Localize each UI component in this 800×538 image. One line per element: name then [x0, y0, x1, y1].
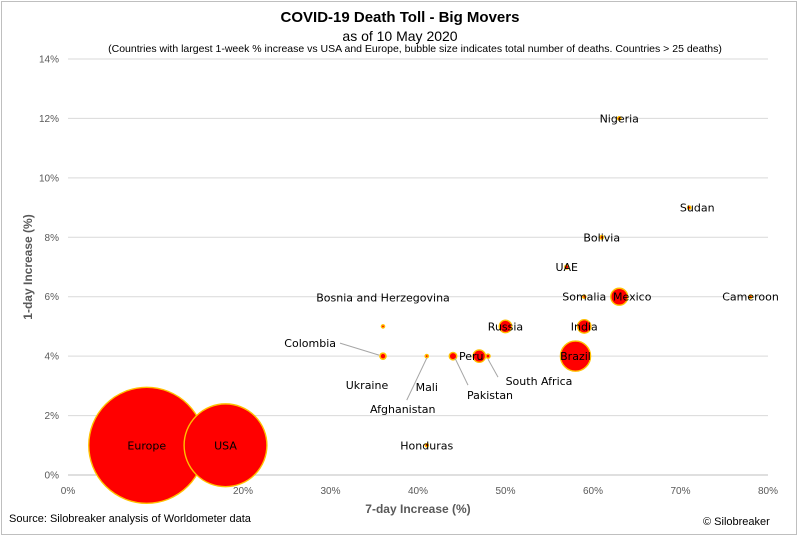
- bubble-mexico: [610, 287, 629, 306]
- point-label: Honduras: [400, 439, 453, 452]
- bubble-ukraine: [379, 352, 387, 360]
- point-label: Peru: [459, 350, 484, 363]
- y-tick-label: 12%: [39, 114, 59, 125]
- chart-note: (Countries with largest 1-week % increas…: [108, 43, 722, 55]
- point-label: Pakistan: [467, 389, 513, 402]
- x-tick-label: 30%: [320, 486, 340, 497]
- x-tick-label: 20%: [233, 486, 253, 497]
- point-label: USA: [214, 439, 237, 452]
- point-label: Ukraine: [346, 379, 389, 392]
- bubble-nigeria: [616, 116, 622, 121]
- source-note: Source: Silobreaker analysis of Worldome…: [9, 513, 251, 525]
- bubble-mali: [424, 353, 430, 359]
- leader-line: [339, 342, 380, 356]
- point-label: Colombia: [284, 337, 336, 350]
- bubble-india: [576, 319, 592, 334]
- y-tick-label: 6%: [45, 292, 60, 303]
- x-tick-label: 40%: [408, 486, 428, 497]
- y-tick-label: 0%: [45, 471, 60, 482]
- y-axis-title: 1-day Increase (%): [21, 214, 35, 319]
- point-label: Sudan: [680, 202, 715, 215]
- bubble-south-africa: [485, 353, 491, 359]
- y-axis-ticks: 0% 2% 4% 6% 8% 10% 12% 14%: [39, 55, 59, 482]
- leader-lines: [339, 342, 499, 401]
- bubble-bolivia: [599, 234, 605, 240]
- bubble-cameroon: [748, 294, 753, 300]
- bubble-bosnia-and-herzegovina: [380, 324, 386, 329]
- copyright-note: © Silobreaker: [703, 516, 770, 528]
- point-label: Somalia: [562, 291, 606, 304]
- point-label: South Africa: [506, 375, 573, 388]
- y-tick-label: 10%: [39, 173, 59, 184]
- leader-line: [406, 357, 428, 401]
- y-tick-label: 2%: [45, 411, 60, 422]
- point-label: Brazil: [560, 350, 591, 363]
- leader-line: [454, 357, 469, 386]
- point-label: Russia: [488, 320, 523, 333]
- point-label: Bosnia and Herzegovina: [316, 291, 450, 304]
- bubble-brazil: [559, 340, 592, 372]
- chart-title: COVID-19 Death Toll - Big Movers: [280, 9, 520, 26]
- bubble-russia: [498, 319, 513, 334]
- bubble-somalia: [581, 294, 587, 300]
- bubble-uae: [564, 264, 570, 270]
- point-label: Europe: [127, 439, 166, 452]
- point-labels: Europe USA Brazil Mexico India Russia Peru Paki…: [127, 112, 778, 452]
- bubble-sudan: [686, 205, 692, 210]
- point-label: Afghanistan: [370, 403, 436, 416]
- bubbles: [88, 116, 753, 504]
- x-tick-label: 50%: [495, 486, 515, 497]
- x-axis-title: 7-day Increase (%): [365, 502, 470, 516]
- chart-subtitle: as of 10 May 2020: [342, 28, 458, 44]
- bubble-pakistan: [448, 351, 458, 361]
- point-label: Bolivia: [583, 231, 620, 244]
- point-label: UAE: [555, 261, 578, 274]
- point-label: Mexico: [613, 291, 652, 304]
- x-tick-label: 60%: [583, 486, 603, 497]
- point-label: Mali: [416, 381, 438, 394]
- x-tick-label: 80%: [758, 486, 778, 497]
- y-tick-label: 4%: [45, 352, 60, 363]
- leader-line: [487, 358, 499, 378]
- y-tick-label: 14%: [39, 55, 59, 66]
- bubble-honduras: [424, 442, 430, 448]
- y-tick-label: 8%: [45, 233, 60, 244]
- bubble-usa: [183, 403, 268, 488]
- gridlines: [68, 58, 768, 476]
- point-label: Cameroon: [722, 291, 779, 304]
- point-label: Nigeria: [600, 112, 639, 125]
- x-tick-label: 70%: [670, 486, 690, 497]
- x-tick-label: 0%: [61, 486, 76, 497]
- point-label: India: [571, 320, 598, 333]
